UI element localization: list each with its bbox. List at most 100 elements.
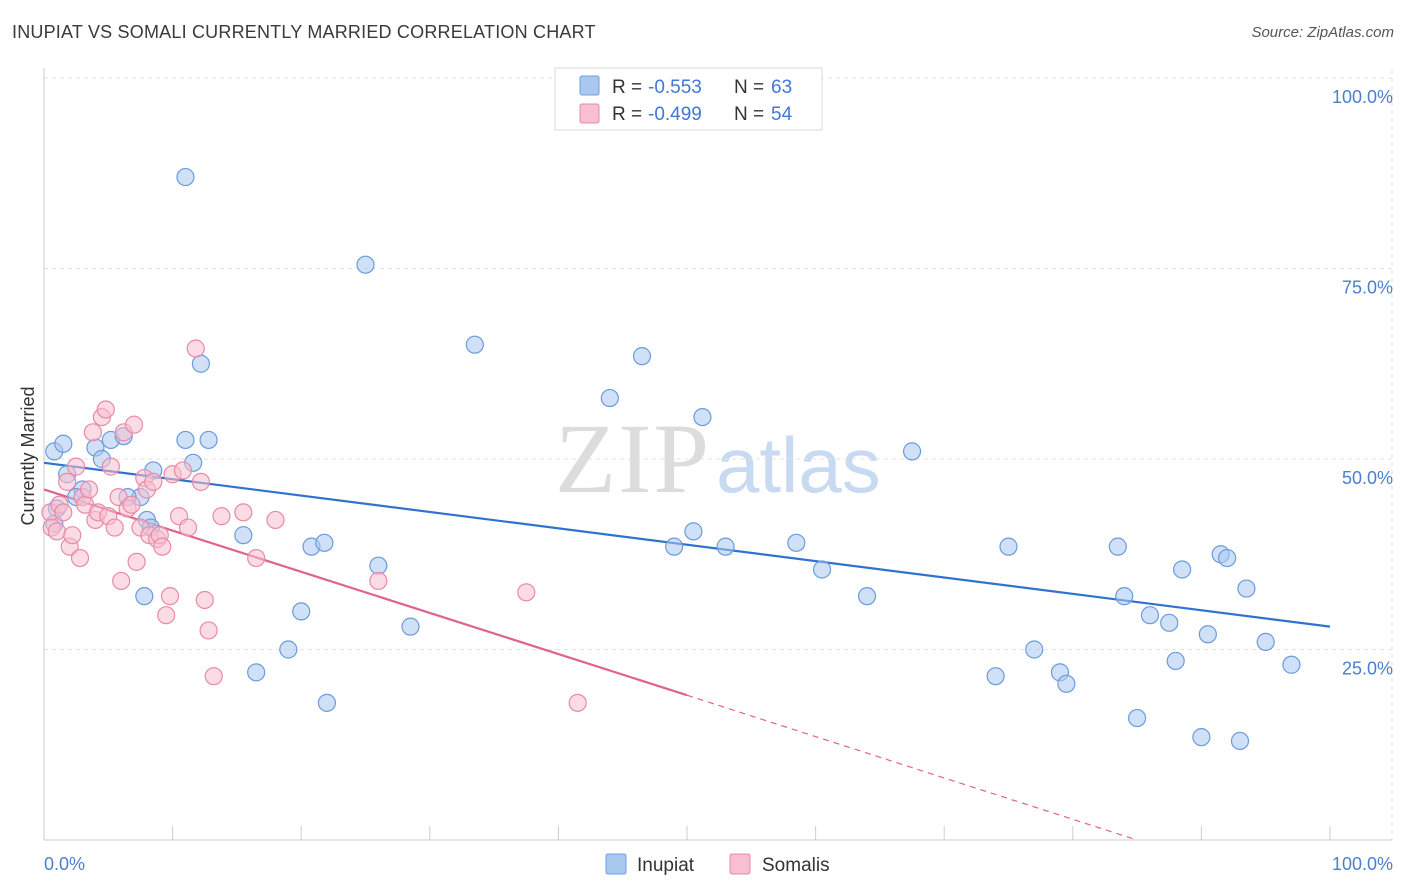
inupiat-point-50: [1127, 708, 1147, 728]
somalis-point-12: [79, 480, 99, 499]
somalis-point-19: [101, 457, 120, 476]
inupiat-point-44: [999, 537, 1018, 556]
source-label: Source: ZipAtlas.com: [1251, 24, 1394, 41]
inupiat-point-20: [199, 430, 218, 450]
somalis-point-4: [54, 503, 73, 522]
bottom-legend-swatch-somalis: [729, 853, 751, 875]
somalis-point-2: [47, 522, 66, 541]
inupiat-trend-line: [43, 461, 1331, 628]
inupiat-point-37: [693, 407, 712, 427]
somalis-point-45: [199, 621, 218, 640]
x-tick-label-start: 0.0%: [44, 854, 85, 874]
inupiat-point-41: [857, 587, 877, 606]
somalis-point-44: [195, 590, 214, 610]
bottom-legend: Inupiat Somalis: [605, 853, 830, 876]
data-points: [41, 167, 1301, 751]
inupiat-point-27: [315, 533, 334, 552]
y-tick-label-100: 100.0%: [1332, 87, 1393, 107]
inupiat-point-52: [1160, 613, 1179, 632]
inupiat-point-47: [1057, 674, 1076, 693]
x-tick-label-end: 100.0%: [1332, 854, 1393, 874]
inupiat-point-42: [902, 442, 922, 461]
inupiat-point-30: [369, 556, 388, 575]
inupiat-point-48: [1108, 537, 1127, 556]
inupiat-point-38: [716, 537, 735, 556]
legend-box: R = -0.553 N = 63 R = -0.499 N = 54: [554, 67, 823, 131]
inupiat-point-21: [176, 167, 195, 187]
legend-r-value-inupiat: -0.553: [648, 77, 702, 98]
y-tick-label-25: 25.0%: [1342, 659, 1393, 679]
inupiat-point-28: [317, 693, 337, 712]
legend-swatch-inupiat: [579, 75, 600, 96]
somalis-point-47: [212, 507, 231, 526]
inupiat-point-61: [1256, 632, 1275, 651]
chart-title: INUPIAT VS SOMALI CURRENTLY MARRIED CORR…: [12, 22, 596, 42]
somalis-point-5: [58, 472, 77, 491]
somalis-trend-line-extension: [686, 694, 1138, 841]
somalis-point-8: [67, 457, 86, 476]
somalis-point-9: [70, 548, 90, 568]
trend-lines: [43, 461, 1331, 841]
inupiat-point-1: [54, 434, 73, 453]
somalis-point-51: [369, 571, 388, 591]
inupiat-point-53: [1166, 651, 1185, 671]
somalis-point-46: [204, 667, 223, 686]
somalis-point-48: [234, 503, 253, 522]
inupiat-point-16: [135, 587, 154, 606]
inupiat-point-56: [1198, 625, 1217, 644]
somalis-point-37: [160, 587, 180, 606]
inupiat-point-17: [176, 430, 195, 450]
somalis-point-40: [173, 461, 192, 480]
inupiat-point-22: [234, 526, 253, 545]
inupiat-point-60: [1237, 579, 1256, 598]
inupiat-point-29: [356, 255, 375, 274]
legend-n-label-somalis: N =: [734, 104, 764, 125]
inupiat-point-35: [665, 537, 684, 556]
somalis-point-26: [124, 415, 144, 434]
legend-r-value-somalis: -0.499: [648, 104, 702, 125]
inupiat-point-58: [1218, 548, 1237, 568]
inupiat-point-55: [1192, 728, 1211, 747]
somalis-point-17: [96, 400, 115, 419]
somalis-point-25: [122, 495, 141, 514]
bottom-legend-label-inupiat: Inupiat: [637, 855, 695, 876]
somalis-point-41: [178, 518, 198, 537]
somalis-point-32: [144, 472, 163, 491]
legend-n-value-inupiat: 63: [771, 77, 792, 98]
legend-n-value-somalis: 54: [771, 104, 793, 125]
legend-r-label-somalis: R =: [612, 104, 642, 125]
inupiat-point-25: [292, 602, 311, 621]
somalis-point-7: [63, 526, 82, 545]
somalis-point-50: [266, 510, 285, 530]
inupiat-point-49: [1115, 587, 1134, 606]
inupiat-point-34: [632, 347, 652, 366]
somalis-point-35: [153, 537, 172, 556]
somalis-point-43: [191, 472, 210, 491]
inupiat-point-62: [1282, 655, 1301, 674]
legend-n-label-inupiat: N =: [734, 77, 764, 98]
inupiat-point-45: [1025, 640, 1044, 659]
inupiat-point-23: [247, 663, 266, 682]
inupiat-point-51: [1140, 606, 1160, 625]
somalis-point-49: [247, 548, 266, 568]
somalis-point-20: [105, 518, 124, 537]
inupiat-point-32: [465, 335, 484, 354]
somalis-point-52: [517, 583, 536, 602]
inupiat-point-39: [787, 533, 806, 552]
legend-swatch-somalis: [579, 103, 600, 124]
inupiat-point-43: [986, 667, 1005, 686]
inupiat-point-36: [684, 522, 703, 541]
somalis-point-36: [157, 606, 176, 625]
y-tick-label-75: 75.0%: [1342, 278, 1393, 298]
bottom-legend-label-somalis: Somalis: [762, 855, 830, 876]
bottom-legend-swatch-inupiat: [605, 853, 627, 875]
inupiat-point-59: [1230, 731, 1250, 751]
somalis-point-22: [112, 571, 131, 591]
inupiat-point-19: [191, 354, 210, 373]
inupiat-point-40: [812, 560, 832, 579]
axes: 25.0% 50.0% 75.0% 100.0% 0.0% 100.0%: [43, 68, 1393, 874]
inupiat-point-24: [279, 640, 298, 659]
somalis-point-53: [568, 693, 587, 712]
inupiat-point-54: [1173, 560, 1192, 579]
